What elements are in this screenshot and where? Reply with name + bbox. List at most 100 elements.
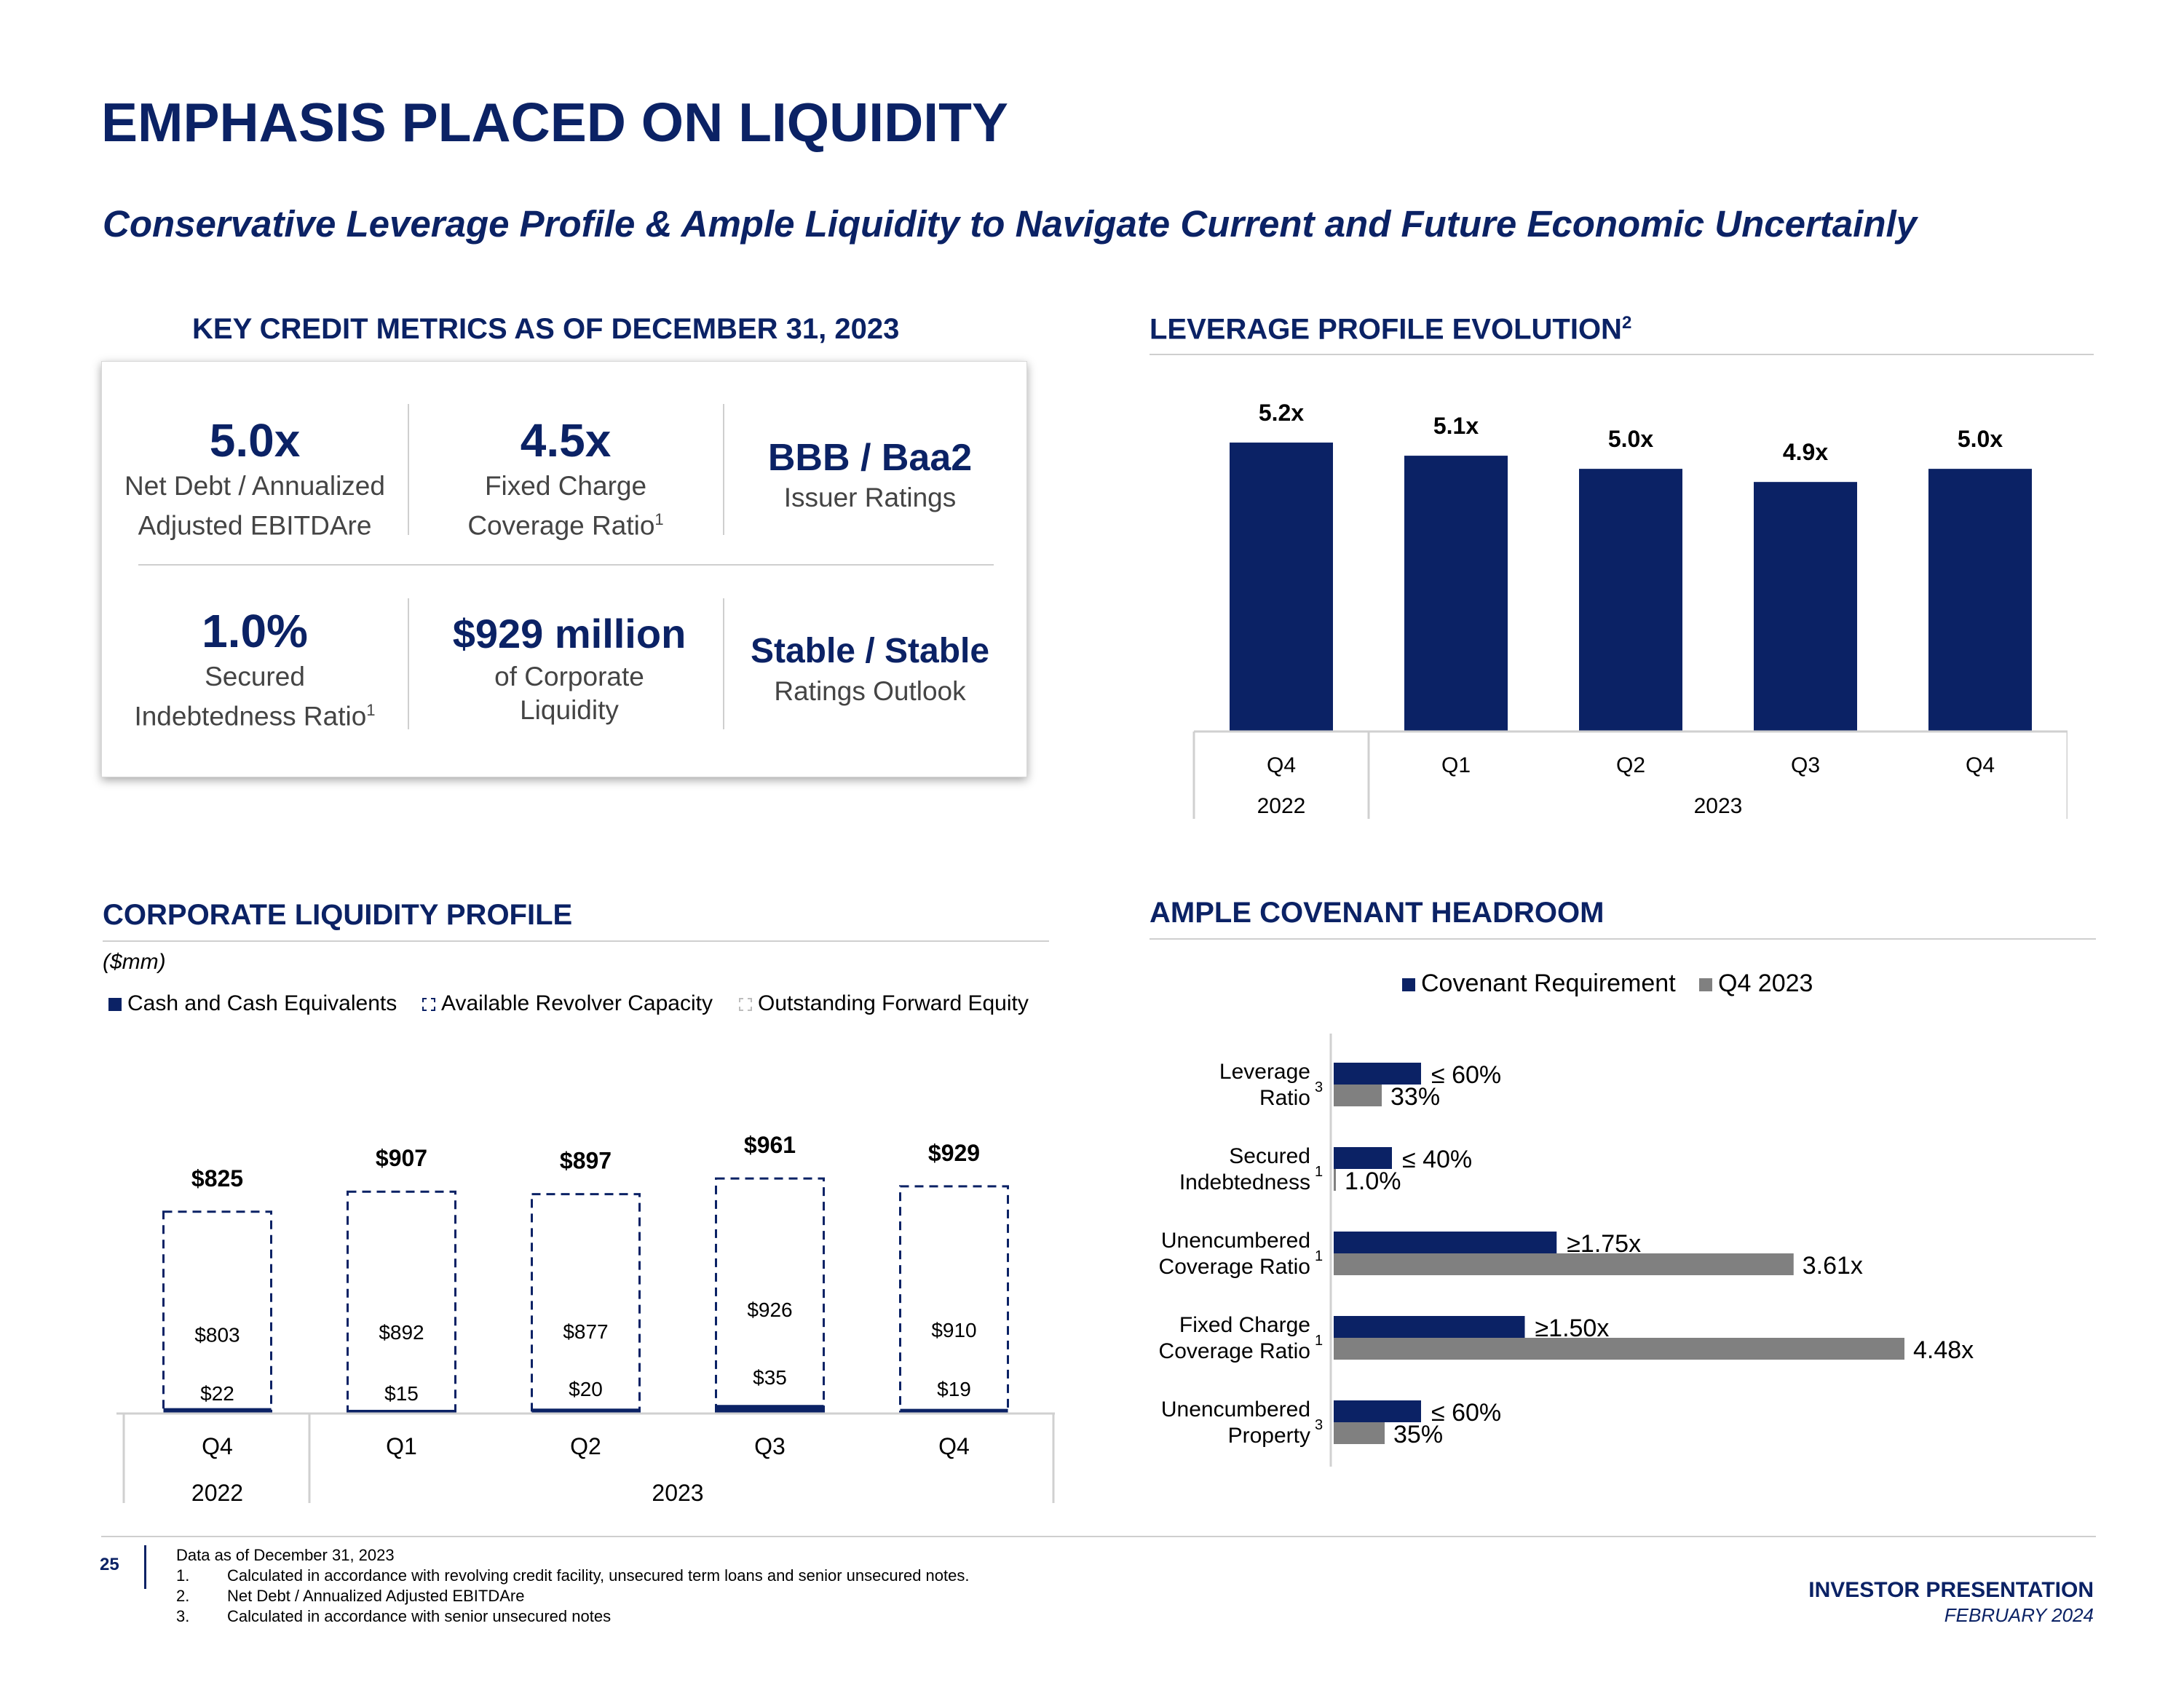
covenant-category-label: Ratio xyxy=(1259,1086,1310,1110)
leverage-axis-tick: Q2 xyxy=(1616,753,1645,777)
covenant-category-footnote: 3 xyxy=(1315,1417,1323,1433)
liquidity-axis-tick: Q4 xyxy=(202,1433,233,1459)
metric-value: $929 million xyxy=(452,611,687,657)
metric-issuer-ratings: BBB / Baa2 Issuer Ratings xyxy=(724,435,1016,515)
metric-fixed-charge: 4.5x Fixed Charge Coverage Ratio1 xyxy=(420,411,711,542)
liquidity-chart: $825 $803 $22 Q4 $907 $892 $15 Q1 $897 $877 $20 Q2 $… xyxy=(116,1132,1055,1506)
leverage-heading-rule xyxy=(1150,354,2094,355)
covenant-category-footnote: 1 xyxy=(1315,1164,1323,1180)
leverage-data-label: 4.9x xyxy=(1783,439,1828,465)
liquidity-revolver-bar xyxy=(899,1185,1009,1415)
leverage-data-label: 5.0x xyxy=(1608,426,1653,452)
metric-corporate-liquidity: $929 million of Corporate Liquidity xyxy=(416,608,722,727)
covenant-category-label: Unencumbered xyxy=(1161,1397,1310,1422)
page-title: EMPHASIS PLACED ON LIQUIDITY xyxy=(101,92,1008,153)
divider xyxy=(138,564,994,566)
covenant-requirement-label: ≤ 60% xyxy=(1431,1399,1501,1427)
liquidity-axis-tick: Q4 xyxy=(938,1433,970,1459)
liquidity-cash-bar xyxy=(163,1408,272,1414)
metric-label: Ratings Outlook xyxy=(774,676,966,706)
liquidity-total-label: $929 xyxy=(928,1140,980,1166)
covenant-q4-bar xyxy=(1334,1422,1385,1444)
metric-label: Adjusted EBITDAre xyxy=(138,510,372,541)
leverage-axis-tick: Q3 xyxy=(1791,753,1820,777)
leverage-axis-group: 2022 xyxy=(1257,794,1306,818)
covenant-category-footnote: 3 xyxy=(1315,1079,1323,1095)
covenant-requirement-label: ≤ 60% xyxy=(1431,1061,1501,1089)
metric-label: Liquidity xyxy=(520,695,619,725)
metric-label: of Corporate xyxy=(494,662,644,691)
liquidity-axis-group: 2022 xyxy=(191,1480,243,1506)
liquidity-cash-label: $19 xyxy=(937,1378,971,1400)
metric-label: Net Debt / Annualized xyxy=(124,471,385,501)
metric-net-debt: 5.0x Net Debt / Annualized Adjusted EBIT… xyxy=(109,411,400,542)
metric-value: BBB / Baa2 xyxy=(767,437,973,479)
leverage-data-label: 5.1x xyxy=(1433,413,1479,439)
covenant-requirement-label: ≥1.50x xyxy=(1535,1315,1610,1342)
metric-secured-indebtedness: 1.0% Secured Indebtedness Ratio1 xyxy=(109,602,400,733)
leverage-bar xyxy=(1230,443,1333,732)
metric-label: Issuer Ratings xyxy=(783,483,957,512)
metric-value: 1.0% xyxy=(202,605,308,657)
page-subtitle: Conservative Leverage Profile & Ample Li… xyxy=(103,203,1918,245)
page-number: 25 xyxy=(100,1555,119,1574)
liquidity-revolver-label: $803 xyxy=(194,1324,240,1347)
covenant-requirement-label: ≤ 40% xyxy=(1402,1146,1472,1173)
metric-ratings-outlook: Stable / Stable Ratings Outlook xyxy=(724,628,1016,708)
divider xyxy=(408,598,409,729)
metric-label: Indebtedness Ratio1 xyxy=(134,701,376,732)
footer-title: INVESTOR PRESENTATION xyxy=(1808,1578,2094,1602)
page-number-bar xyxy=(144,1545,146,1589)
liquidity-axis-tick: Q1 xyxy=(386,1433,417,1459)
metric-value: 5.0x xyxy=(209,414,301,467)
covenant-heading-rule xyxy=(1150,938,2096,940)
covenant-requirement-bar xyxy=(1334,1400,1421,1422)
liquidity-axis-group: 2023 xyxy=(652,1480,703,1506)
legend-q4-2023: Q4 2023 xyxy=(1699,970,1813,998)
covenant-q4-label: 3.61x xyxy=(1803,1252,1863,1280)
legend-revolver: Available Revolver Capacity xyxy=(422,991,713,1016)
metric-label: Fixed Charge xyxy=(484,471,647,501)
leverage-axis-group: 2023 xyxy=(1694,794,1743,818)
liquidity-total-label: $907 xyxy=(376,1145,427,1171)
covenant-category-label: Fixed Charge xyxy=(1179,1313,1310,1337)
liquidity-cash-bar xyxy=(900,1408,1008,1414)
key-metrics-panel: 5.0x Net Debt / Annualized Adjusted EBIT… xyxy=(101,361,1027,777)
legend-forward-equity: Outstanding Forward Equity xyxy=(739,991,1029,1016)
footnote: 3. Calculated in accordance with senior u… xyxy=(176,1607,612,1625)
covenant-category-footnote: 1 xyxy=(1315,1248,1323,1264)
footnotes: Data as of December 31, 2023 1. Calculate… xyxy=(176,1545,969,1627)
divider xyxy=(408,404,409,535)
covenant-requirement-bar xyxy=(1334,1063,1421,1085)
leverage-bar xyxy=(1579,469,1682,732)
covenant-q4-label: 4.48x xyxy=(1913,1336,1974,1364)
legend-swatch xyxy=(739,998,752,1012)
liquidity-total-label: $825 xyxy=(191,1165,243,1192)
legend-swatch xyxy=(108,998,122,1012)
leverage-axis-tick: Q4 xyxy=(1966,753,1995,777)
liquidity-axis-tick: Q3 xyxy=(754,1433,786,1459)
covenant-q4-bar xyxy=(1334,1085,1382,1106)
covenant-category-label: Coverage Ratio xyxy=(1159,1339,1310,1363)
liquidity-total-label: $961 xyxy=(744,1132,796,1158)
covenant-category-label: Secured xyxy=(1229,1144,1310,1168)
footer-date: FEBRUARY 2024 xyxy=(1944,1604,2094,1626)
covenant-q4-bar xyxy=(1334,1338,1904,1360)
covenant-category-label: Property xyxy=(1228,1424,1310,1448)
liquidity-revolver-label: $910 xyxy=(931,1319,976,1341)
divider xyxy=(723,404,724,535)
footnote: 2. Net Debt / Annualized Adjusted EBITDAr… xyxy=(176,1587,525,1605)
covenant-category-footnote: 1 xyxy=(1315,1333,1323,1349)
leverage-heading: LEVERAGE PROFILE EVOLUTION2 xyxy=(1150,313,1632,346)
metric-value: Stable / Stable xyxy=(750,632,990,670)
legend-swatch xyxy=(422,998,435,1012)
leverage-axis-tick: Q4 xyxy=(1267,753,1296,777)
footnote: 1. Calculated in accordance with revolvin… xyxy=(176,1566,970,1585)
liquidity-cash-label: $15 xyxy=(384,1382,419,1405)
covenant-requirement-label: ≥1.75x xyxy=(1567,1230,1641,1258)
leverage-bar xyxy=(1928,469,2032,732)
liquidity-revolver-bar xyxy=(347,1190,456,1415)
liquidity-heading: CORPORATE LIQUIDITY PROFILE xyxy=(103,899,573,931)
liquidity-cash-label: $22 xyxy=(200,1382,234,1405)
